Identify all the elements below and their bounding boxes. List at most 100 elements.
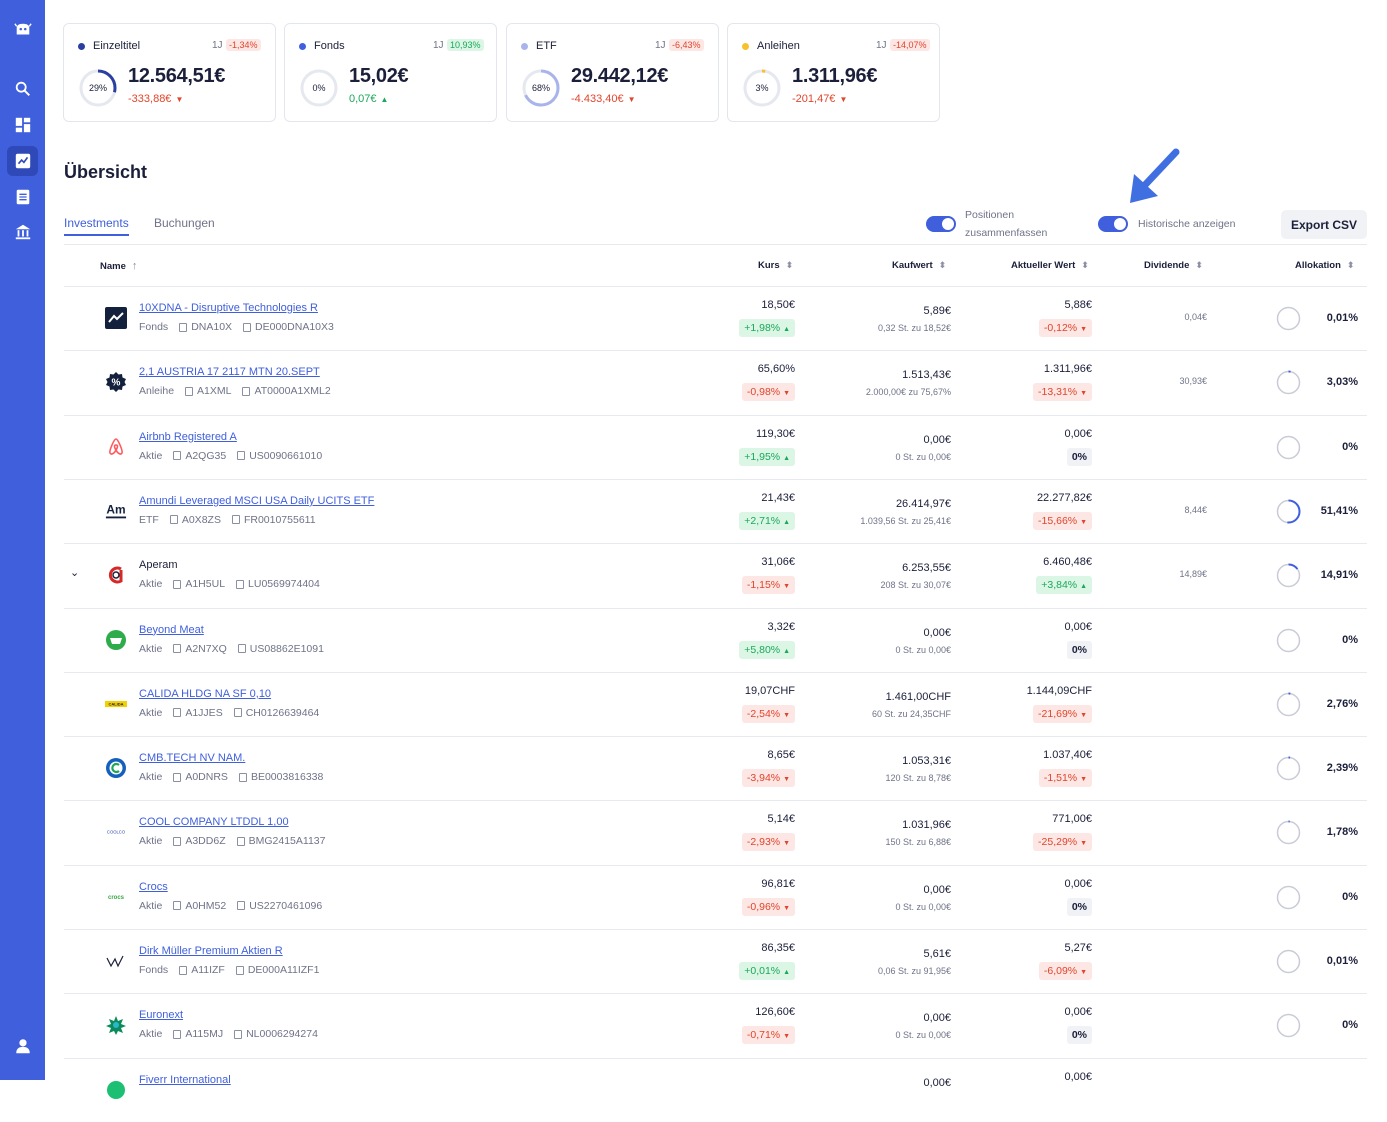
purchase-value: 26.414,97€ — [895, 497, 951, 510]
copy-icon[interactable] — [231, 515, 240, 525]
current-change-badge: 0% — [1066, 640, 1092, 659]
price-change-value: -2,93% — [746, 836, 781, 849]
table-row[interactable]: crocs Crocs Aktie A0HM52 US2270461096 96,81€ -… — [64, 864, 1367, 929]
card-value: 1.311,96€ — [792, 65, 878, 87]
price-change-value: +5,80% — [744, 643, 781, 656]
column-header-kaufwert[interactable]: Kaufwert ⬍ — [892, 260, 946, 271]
column-kaufwert-label: Kaufwert — [892, 260, 933, 271]
logo-icon[interactable] — [7, 15, 38, 45]
position-name[interactable]: Dirk Müller Premium Aktien R — [139, 945, 283, 957]
tab-buchungen[interactable]: Buchungen — [154, 216, 215, 230]
summary-card-fonds[interactable]: Fonds 1J 10,93% 0% 15,02€ 0,07€ ▲ — [284, 23, 497, 122]
column-header-aktueller-wert[interactable]: Aktueller Wert ⬍ — [1011, 260, 1089, 271]
allocation-ring — [1276, 563, 1301, 588]
copy-icon[interactable] — [173, 772, 182, 782]
tab-investments[interactable]: Investments — [64, 216, 129, 236]
position-name[interactable]: Amundi Leveraged MSCI USA Daily UCITS ET… — [139, 494, 375, 507]
column-header-name[interactable]: Name ↑ — [100, 260, 137, 272]
copy-icon[interactable] — [173, 451, 182, 461]
dashboard-icon[interactable] — [7, 110, 38, 140]
table-row[interactable]: Airbnb Registered A Aktie A2QG35 US00906610… — [64, 414, 1367, 479]
card-change-badge: -14,07% — [890, 39, 930, 51]
position-name[interactable]: Euronext — [139, 1009, 184, 1022]
copy-icon[interactable] — [173, 901, 182, 911]
copy-icon[interactable] — [236, 836, 245, 846]
position-name[interactable]: 10XDNA - Disruptive Technologies R — [139, 302, 318, 314]
expand-chevron-icon[interactable]: ⌄ — [70, 567, 80, 580]
copy-icon[interactable] — [169, 515, 178, 525]
position-type: Aktie — [139, 706, 163, 719]
allocation-value: 0% — [1342, 890, 1358, 903]
copy-icon[interactable] — [235, 965, 244, 975]
purchase-detail: 120 St. zu 8,78€ — [885, 773, 951, 784]
user-icon[interactable] — [7, 1031, 38, 1061]
copy-icon[interactable] — [237, 451, 246, 461]
table-row[interactable]: Euronext Aktie A115MJ NL0006294274 126,60€ -0… — [64, 993, 1367, 1057]
table-row[interactable]: ⌄ Aperam Aktie A1H5UL LU0569974404 31,06€ -1,1… — [64, 543, 1367, 607]
table-row[interactable]: 10XDNA - Disruptive Technologies R Fonds D… — [64, 286, 1367, 350]
table-row[interactable]: % 2,1 AUSTRIA 17 2117 MTN 20.SEPT Anleihe A… — [64, 350, 1367, 414]
show-historic-toggle[interactable] — [1098, 216, 1128, 232]
position-name[interactable]: Crocs — [139, 880, 168, 893]
copy-icon[interactable] — [179, 965, 188, 975]
copy-icon[interactable] — [237, 644, 246, 653]
copy-icon[interactable] — [173, 708, 182, 718]
search-icon[interactable] — [7, 74, 38, 104]
copy-icon[interactable] — [238, 772, 247, 782]
bank-icon[interactable] — [7, 217, 38, 247]
merge-positions-toggle[interactable] — [926, 216, 956, 232]
copy-icon[interactable] — [173, 836, 182, 846]
copy-icon[interactable] — [173, 579, 182, 589]
copy-icon[interactable] — [233, 708, 242, 718]
price-value: 21,43€ — [761, 491, 795, 504]
card-delta: -333,88€ ▼ — [128, 93, 183, 105]
position-name[interactable]: 2,1 AUSTRIA 17 2117 MTN 20.SEPT — [139, 366, 320, 379]
percent-logo-icon: % — [105, 371, 127, 393]
price-change-badge: -0,71% ▼ — [741, 1026, 795, 1045]
summary-card-etf[interactable]: ETF 1J -6,43% 68% 29.442,12€ -4.433,40€ ▼ — [506, 23, 719, 122]
position-name[interactable]: COOL COMPANY LTDDL 1,00 — [139, 816, 289, 829]
position-wkn: A1H5UL — [185, 578, 226, 591]
position-name[interactable]: Beyond Meat — [139, 623, 204, 636]
purchase-detail: 208 St. zu 30,07€ — [880, 580, 951, 591]
position-name[interactable]: Airbnb Registered A — [139, 430, 237, 443]
summary-card-anleihen[interactable]: Anleihen 1J -14,07% 3% 1.311,96€ -201,47€ ▼ — [727, 23, 940, 122]
column-header-kurs[interactable]: Kurs ⬍ — [758, 260, 793, 271]
list-icon[interactable] — [7, 182, 38, 212]
table-row[interactable]: Dirk Müller Premium Aktien R Fonds A11IZF D… — [64, 929, 1367, 993]
table-row[interactable]: CALIDA CALIDA HLDG NA SF 0,10 Aktie A1JJES C… — [64, 671, 1367, 736]
allocation-ring — [1276, 499, 1301, 524]
export-csv-button[interactable]: Export CSV — [1281, 210, 1367, 239]
summary-card-einzeltitel[interactable]: Einzeltitel 1J -1,34% 29% 12.564,51€ -333,88€… — [63, 23, 276, 122]
copy-icon[interactable] — [234, 1029, 243, 1039]
copy-icon[interactable] — [243, 322, 252, 332]
table-row[interactable]: Fiverr International 0,00€ 0,00€ — [64, 1057, 1367, 1122]
table-row[interactable]: Beyond Meat Aktie A2N7XQ US08862E1091 3,32€ +… — [64, 607, 1367, 672]
copy-icon[interactable] — [242, 386, 251, 396]
triangle-down-icon: ▼ — [1080, 390, 1087, 398]
copy-icon[interactable] — [179, 322, 188, 332]
position-name[interactable]: CMB.TECH NV NAM. — [139, 752, 246, 765]
triangle-down-icon: ▼ — [175, 95, 184, 104]
copy-icon[interactable] — [173, 644, 182, 653]
table-row[interactable]: CMB.TECH NV NAM. Aktie A0DNRS BE0003816338 8… — [64, 736, 1367, 800]
position-name[interactable]: CALIDA HLDG NA SF 0,10 — [139, 687, 272, 700]
svg-text:CALIDA: CALIDA — [108, 701, 123, 706]
position-isin: US0090661010 — [249, 449, 323, 462]
column-header-allokation[interactable]: Allokation ⬍ — [1295, 260, 1354, 271]
allocation-value: 14,91% — [1320, 569, 1358, 582]
copy-icon[interactable] — [236, 579, 245, 589]
table-row[interactable]: COOLCO COOL COMPANY LTDDL 1,00 Aktie A3DD6Z… — [64, 800, 1367, 864]
chart-icon[interactable] — [7, 146, 38, 176]
copy-icon[interactable] — [237, 901, 246, 911]
copy-icon[interactable] — [173, 1029, 182, 1039]
current-value: 0,00€ — [1064, 427, 1092, 440]
position-type: Anleihe — [139, 385, 175, 398]
column-header-dividende[interactable]: Dividende ⬍ — [1144, 260, 1203, 271]
current-value: 22.277,82€ — [1036, 491, 1092, 504]
table-row[interactable]: Am Amundi Leveraged MSCI USA Daily UCITS … — [64, 478, 1367, 543]
copy-icon[interactable] — [185, 386, 194, 396]
triangle-up-icon: ▲ — [783, 969, 790, 976]
purchase-detail: 150 St. zu 6,88€ — [885, 837, 951, 848]
current-change-value: 0% — [1071, 900, 1087, 913]
